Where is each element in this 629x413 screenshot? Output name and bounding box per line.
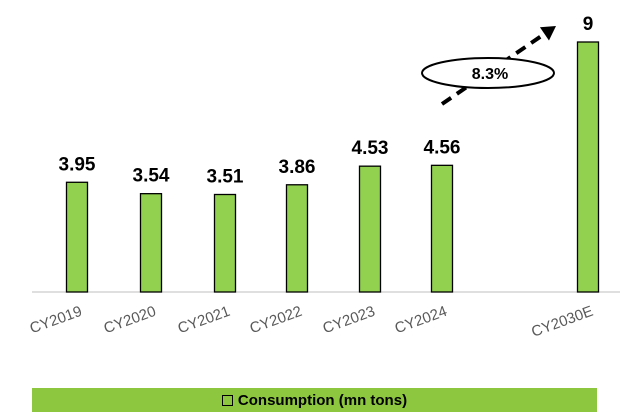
legend-label: Consumption (mn tons) xyxy=(237,391,408,409)
value-label-cy2024: 4.56 xyxy=(424,137,461,158)
cagr-ellipse xyxy=(421,57,555,89)
x-tick-label-cy2022: CY2022 xyxy=(248,303,305,338)
growth-arrow-head xyxy=(539,26,556,41)
value-label-cy2022: 3.86 xyxy=(279,157,316,178)
value-label-cy2020: 3.54 xyxy=(133,166,170,187)
bar-cy2021 xyxy=(213,193,237,293)
x-tick-label-cy2020: CY2020 xyxy=(102,303,159,338)
bar-cy2020 xyxy=(139,193,163,293)
x-tick-label-cy2024: CY2024 xyxy=(393,303,450,338)
cagr-label: 8.3% xyxy=(472,66,508,83)
bar-cy2030e xyxy=(576,41,600,293)
bar-cy2019 xyxy=(65,181,89,293)
bar-cy2024 xyxy=(430,164,454,293)
value-label-cy2030e: 9 xyxy=(583,14,594,35)
value-label-cy2019: 3.95 xyxy=(59,154,96,175)
legend: Consumption (mn tons) xyxy=(32,388,597,412)
x-tick-label-cy2023: CY2023 xyxy=(321,303,378,338)
x-tick-label-cy2021: CY2021 xyxy=(176,303,233,338)
value-label-cy2021: 3.51 xyxy=(207,167,244,188)
value-label-cy2023: 4.53 xyxy=(352,138,389,159)
x-tick-label-cy2030e: CY2030E xyxy=(529,303,595,341)
x-tick-label-cy2019: CY2019 xyxy=(28,303,85,338)
bar-cy2022 xyxy=(285,184,309,293)
legend-swatch xyxy=(221,394,233,406)
bar-cy2023 xyxy=(358,165,382,293)
